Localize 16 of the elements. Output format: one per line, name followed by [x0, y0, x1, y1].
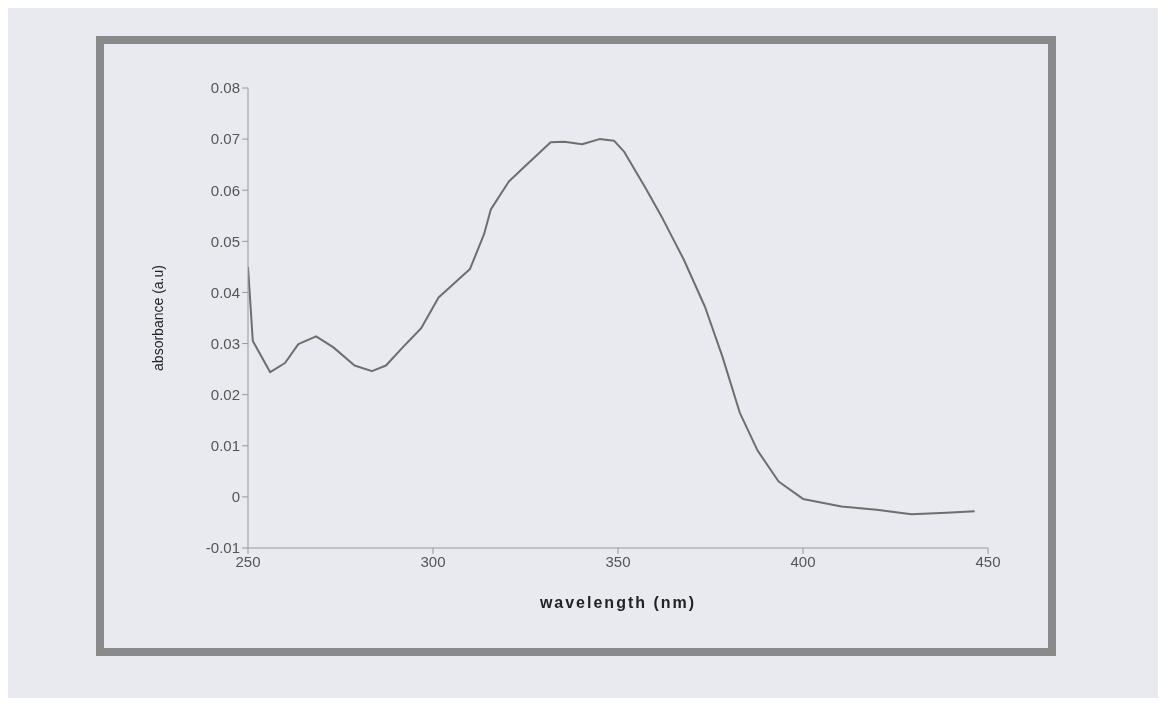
y-tick-label: 0.06 — [210, 181, 240, 199]
y-tick-label: 0.05 — [210, 232, 240, 250]
y-tick-label: 0.04 — [210, 283, 240, 301]
y-tick-label: 0.01 — [210, 437, 240, 455]
x-tick-label: 300 — [420, 552, 446, 570]
y-axis-title: absorbance (a.u) — [149, 265, 166, 371]
x-axis-title: wavelength (nm) — [538, 594, 697, 611]
y-tick-label: 0.03 — [210, 334, 240, 352]
y-tick-label: 0.02 — [210, 385, 240, 403]
y-tick-label: 0 — [231, 488, 240, 506]
x-tick-label: 450 — [975, 552, 1001, 570]
line-series — [248, 138, 976, 516]
y-tick-label: 0.07 — [210, 130, 240, 148]
x-tick-label: 350 — [605, 552, 631, 570]
x-tick-label: 400 — [790, 552, 816, 570]
y-tick-label: 0.08 — [210, 79, 240, 97]
